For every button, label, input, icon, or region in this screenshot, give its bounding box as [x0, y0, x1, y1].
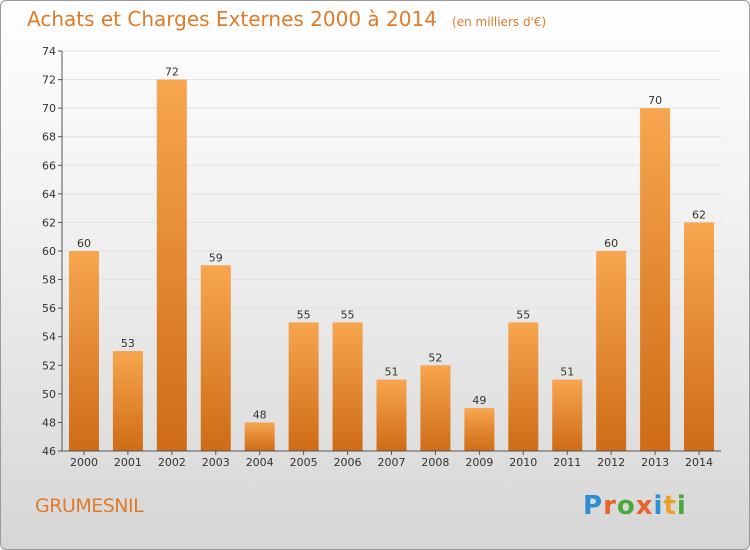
bar-2012 — [596, 251, 627, 451]
bar-2002 — [156, 79, 187, 452]
y-tick-label: 66 — [42, 159, 56, 172]
bar-2000 — [68, 251, 99, 451]
x-tick-label-2014: 2014 — [685, 456, 713, 469]
data-label-2010: 55 — [516, 308, 530, 321]
chart-title: Achats et Charges Externes 2000 à 2014 — [27, 7, 437, 31]
x-tick-label-2013: 2013 — [641, 456, 669, 469]
bar-2005 — [288, 322, 319, 451]
y-tick-label: 52 — [42, 359, 56, 372]
y-tick-label: 58 — [42, 274, 56, 287]
chart-unit: (en milliers d'€) — [452, 15, 547, 29]
x-tick-label-2011: 2011 — [553, 456, 581, 469]
data-label-2005: 55 — [297, 308, 311, 321]
y-tick-label: 64 — [42, 188, 56, 201]
logo-letter: i — [653, 491, 664, 521]
data-label-2013: 70 — [648, 94, 662, 107]
y-tick-label: 56 — [42, 302, 56, 315]
bar-2006 — [332, 322, 363, 451]
y-tick-label: 68 — [42, 131, 56, 144]
y-tick-label: 54 — [42, 331, 56, 344]
bar-2001 — [112, 351, 143, 451]
y-tick-label: 62 — [42, 216, 56, 229]
x-tick-label-2007: 2007 — [378, 456, 406, 469]
x-tick-label-2005: 2005 — [290, 456, 318, 469]
data-label-2002: 72 — [165, 66, 179, 79]
bar-2003 — [200, 265, 231, 451]
x-tick-label-2000: 2000 — [70, 456, 98, 469]
x-tick-label-2009: 2009 — [465, 456, 493, 469]
x-tick-label-2004: 2004 — [246, 456, 274, 469]
data-label-2011: 51 — [560, 366, 574, 379]
bar-2014 — [684, 222, 715, 451]
data-label-2007: 51 — [385, 366, 399, 379]
bar-2010 — [508, 322, 539, 451]
bar-2009 — [464, 408, 495, 451]
y-tick-label: 70 — [42, 102, 56, 115]
data-label-2008: 52 — [428, 351, 442, 364]
bar-2013 — [640, 108, 671, 452]
bar-2004 — [244, 422, 275, 451]
logo-letter: x — [635, 491, 654, 521]
data-label-2003: 59 — [209, 251, 223, 264]
data-label-2000: 60 — [77, 237, 91, 250]
y-tick-label: 48 — [42, 416, 56, 429]
x-tick-label-2002: 2002 — [158, 456, 186, 469]
x-tick-label-2012: 2012 — [597, 456, 625, 469]
logo-letter: o — [616, 491, 636, 521]
x-tick-label-2003: 2003 — [202, 456, 230, 469]
x-tick-label-2006: 2006 — [334, 456, 362, 469]
x-tick-label-2001: 2001 — [114, 456, 142, 469]
town-name: GRUMESNIL — [35, 495, 144, 517]
data-label-2014: 62 — [692, 208, 706, 221]
data-label-2006: 55 — [341, 308, 355, 321]
y-tick-label: 50 — [42, 388, 56, 401]
x-tick-label-2010: 2010 — [509, 456, 537, 469]
bar-layer: 60 53 72 59 48 55 55 51 52 49 55 51 60 70 62 — [68, 66, 715, 452]
data-label-2009: 49 — [472, 394, 486, 407]
axis-layer: 46 48 50 52 54 56 58 60 62 64 66 68 70 72 74 2000 2001 20… — [42, 45, 721, 469]
data-label-2012: 60 — [604, 237, 618, 250]
bar-2011 — [552, 379, 583, 451]
y-tick-label: 74 — [42, 45, 56, 58]
logo-letter: P — [583, 491, 604, 521]
data-label-2001: 53 — [121, 337, 135, 350]
title-block: Achats et Charges Externes 2000 à 2014 (… — [27, 7, 546, 31]
y-tick-label: 46 — [42, 445, 56, 458]
data-label-2004: 48 — [253, 408, 267, 421]
y-tick-label: 72 — [42, 74, 56, 87]
bar-2008 — [420, 365, 451, 451]
logo-letter: r — [603, 491, 617, 521]
bar-2007 — [376, 379, 407, 451]
x-tick-label-2008: 2008 — [421, 456, 449, 469]
proxiti-logo: Proxiti — [583, 491, 687, 521]
y-tick-label: 60 — [42, 245, 56, 258]
logo-letter: i — [676, 491, 687, 521]
logo-letter: t — [663, 491, 677, 521]
